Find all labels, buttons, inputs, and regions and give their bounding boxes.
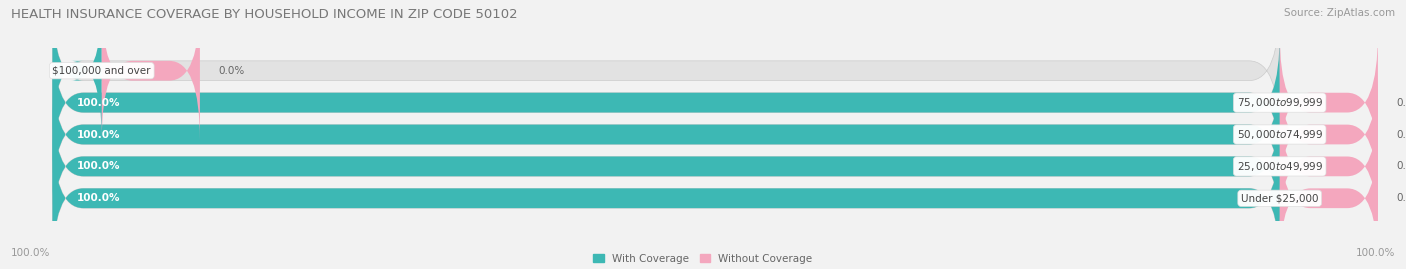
FancyBboxPatch shape	[1279, 65, 1378, 204]
FancyBboxPatch shape	[52, 97, 1279, 236]
Text: 100.0%: 100.0%	[77, 129, 121, 140]
Text: 0.0%: 0.0%	[218, 66, 245, 76]
FancyBboxPatch shape	[52, 65, 1279, 204]
FancyBboxPatch shape	[1279, 128, 1378, 268]
Text: 0.0%: 0.0%	[1396, 161, 1406, 171]
FancyBboxPatch shape	[52, 33, 1279, 172]
Text: Source: ZipAtlas.com: Source: ZipAtlas.com	[1284, 8, 1395, 18]
FancyBboxPatch shape	[52, 97, 1279, 236]
Text: 100.0%: 100.0%	[1355, 248, 1395, 258]
Text: 0.0%: 0.0%	[1396, 193, 1406, 203]
Text: 100.0%: 100.0%	[77, 193, 121, 203]
FancyBboxPatch shape	[52, 1, 101, 141]
Text: Under $25,000: Under $25,000	[1241, 193, 1319, 203]
Text: 0.0%: 0.0%	[1396, 129, 1406, 140]
Text: 100.0%: 100.0%	[77, 98, 121, 108]
FancyBboxPatch shape	[101, 1, 200, 141]
FancyBboxPatch shape	[52, 1, 1279, 141]
Text: $25,000 to $49,999: $25,000 to $49,999	[1236, 160, 1323, 173]
Text: 0.0%: 0.0%	[1396, 98, 1406, 108]
Text: $75,000 to $99,999: $75,000 to $99,999	[1236, 96, 1323, 109]
FancyBboxPatch shape	[1279, 33, 1378, 172]
FancyBboxPatch shape	[52, 65, 1279, 204]
Text: HEALTH INSURANCE COVERAGE BY HOUSEHOLD INCOME IN ZIP CODE 50102: HEALTH INSURANCE COVERAGE BY HOUSEHOLD I…	[11, 8, 517, 21]
Text: 100.0%: 100.0%	[77, 161, 121, 171]
Text: 100.0%: 100.0%	[11, 248, 51, 258]
Legend: With Coverage, Without Coverage: With Coverage, Without Coverage	[593, 254, 813, 264]
FancyBboxPatch shape	[52, 128, 1279, 268]
Text: $50,000 to $74,999: $50,000 to $74,999	[1236, 128, 1323, 141]
FancyBboxPatch shape	[52, 33, 1279, 172]
FancyBboxPatch shape	[1279, 97, 1378, 236]
Text: $100,000 and over: $100,000 and over	[52, 66, 150, 76]
Text: 0.0%: 0.0%	[63, 66, 90, 76]
FancyBboxPatch shape	[52, 128, 1279, 268]
